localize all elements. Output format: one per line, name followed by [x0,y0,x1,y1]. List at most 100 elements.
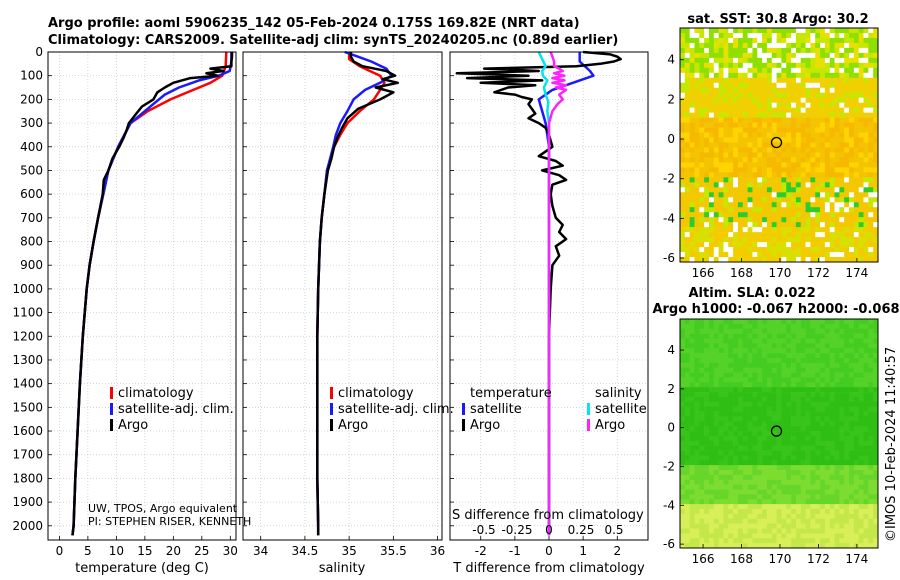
heatmap-cell [723,147,729,153]
heatmap-cell [723,247,729,253]
heatmap-cell [757,406,763,412]
heatmap-cell [873,37,879,44]
heatmap-cell [723,323,729,330]
heatmap-cell [791,362,797,369]
heatmap-cell [795,455,802,461]
heatmap-cell [781,257,787,263]
heatmap-cell [829,362,835,369]
heatmap-cell [713,543,719,549]
heatmap-cell [849,117,855,123]
heatmap-cell [747,426,753,432]
heatmap-cell [718,377,724,383]
heatmap-cell [858,117,864,123]
heatmap-cell [752,431,758,437]
heatmap-cell [752,242,758,248]
heatmap-cell [723,237,729,243]
heatmap-cell [766,77,773,84]
heatmap-cell [737,212,744,218]
heatmap-cell [742,518,748,524]
heatmap-cell [762,401,768,407]
heatmap-cell [689,87,695,94]
heatmap-cell [795,367,802,373]
heatmap-cell [858,107,864,113]
heatmap-cell [815,77,821,84]
heatmap-cell [737,47,744,54]
heatmap-cell [747,72,753,79]
heatmap-cell [752,479,758,485]
heatmap-cell [805,47,811,54]
heatmap-cell [757,132,763,138]
heatmap-cell [858,357,864,364]
heatmap-cell [786,177,792,183]
heatmap-cell [844,157,850,163]
heatmap-cell [805,470,811,476]
heatmap-cell [713,323,719,330]
heatmap-cell [752,102,758,108]
heatmap-cell [776,257,782,263]
heatmap-cell [853,479,859,485]
heatmap-cell [868,157,874,163]
heatmap-cell [776,533,782,539]
heatmap-cell [742,416,748,422]
heatmap-cell [849,474,855,481]
heatmap-cell [742,117,748,123]
heatmap-cell [728,377,734,383]
heatmap-cell [776,227,782,233]
heatmap-cell [728,416,734,422]
heatmap-cell [781,372,787,378]
heatmap-cell [834,509,840,515]
heatmap-cell [791,411,797,417]
heatmap-cell [704,42,710,49]
heatmap-cell [868,127,874,133]
heatmap-cell [737,122,744,128]
heatmap-cell [844,479,850,485]
heatmap-cell [752,357,758,364]
heatmap-cell [786,357,792,364]
heatmap-cell [699,465,705,471]
depth-tick-label: 1300 [12,353,43,367]
heatmap-cell [839,212,845,218]
heatmap-cell [742,182,748,188]
heatmap-cell [718,362,724,369]
heatmap-cell [853,523,859,529]
heatmap-cell [689,47,695,54]
heatmap-cell [786,362,792,369]
heatmap-cell [694,333,700,339]
heatmap-cell [791,474,797,481]
heatmap-cell [733,338,739,344]
heatmap-cell [781,202,787,208]
heatmap-cell [694,47,700,54]
heatmap-cell [815,247,821,253]
heatmap-cell [800,72,806,79]
heatmap-cell [781,392,787,398]
heatmap-cell [868,416,874,422]
heatmap-cell [680,518,686,524]
legend-label-s-argo: Argo [595,418,625,433]
heatmap-cell [791,460,797,466]
heatmap-cell [824,212,831,218]
depth-tick-labels: 0100200300400500600700800900100011001200… [12,45,43,533]
heatmap-cell [873,67,879,74]
heatmap-cell [762,504,768,510]
depth-tick-label: 200 [20,92,43,106]
heatmap-cell [733,102,739,108]
heatmap-cell [684,338,690,344]
heatmap-cell [858,382,864,388]
heatmap-cell [858,87,864,94]
heatmap-cell [747,177,753,183]
heatmap-cell [680,543,686,549]
heatmap-cell [733,474,739,481]
heatmap-cell [723,152,729,158]
heatmap-cell [863,470,869,476]
heatmap-cell [694,343,700,349]
temperature-panel: 0 5 10 15 20 25 30 010020030040050060070080090… [12,45,251,576]
heatmap-cell [723,518,729,524]
heatmap-cell [766,445,773,451]
heatmap-cell [708,523,715,529]
series-line-argo [316,52,400,536]
heatmap-cell [728,117,734,123]
heatmap-cell [844,450,850,456]
heatmap-cell [762,67,768,74]
heatmap-cell [820,182,826,188]
heatmap-cell [853,67,859,74]
